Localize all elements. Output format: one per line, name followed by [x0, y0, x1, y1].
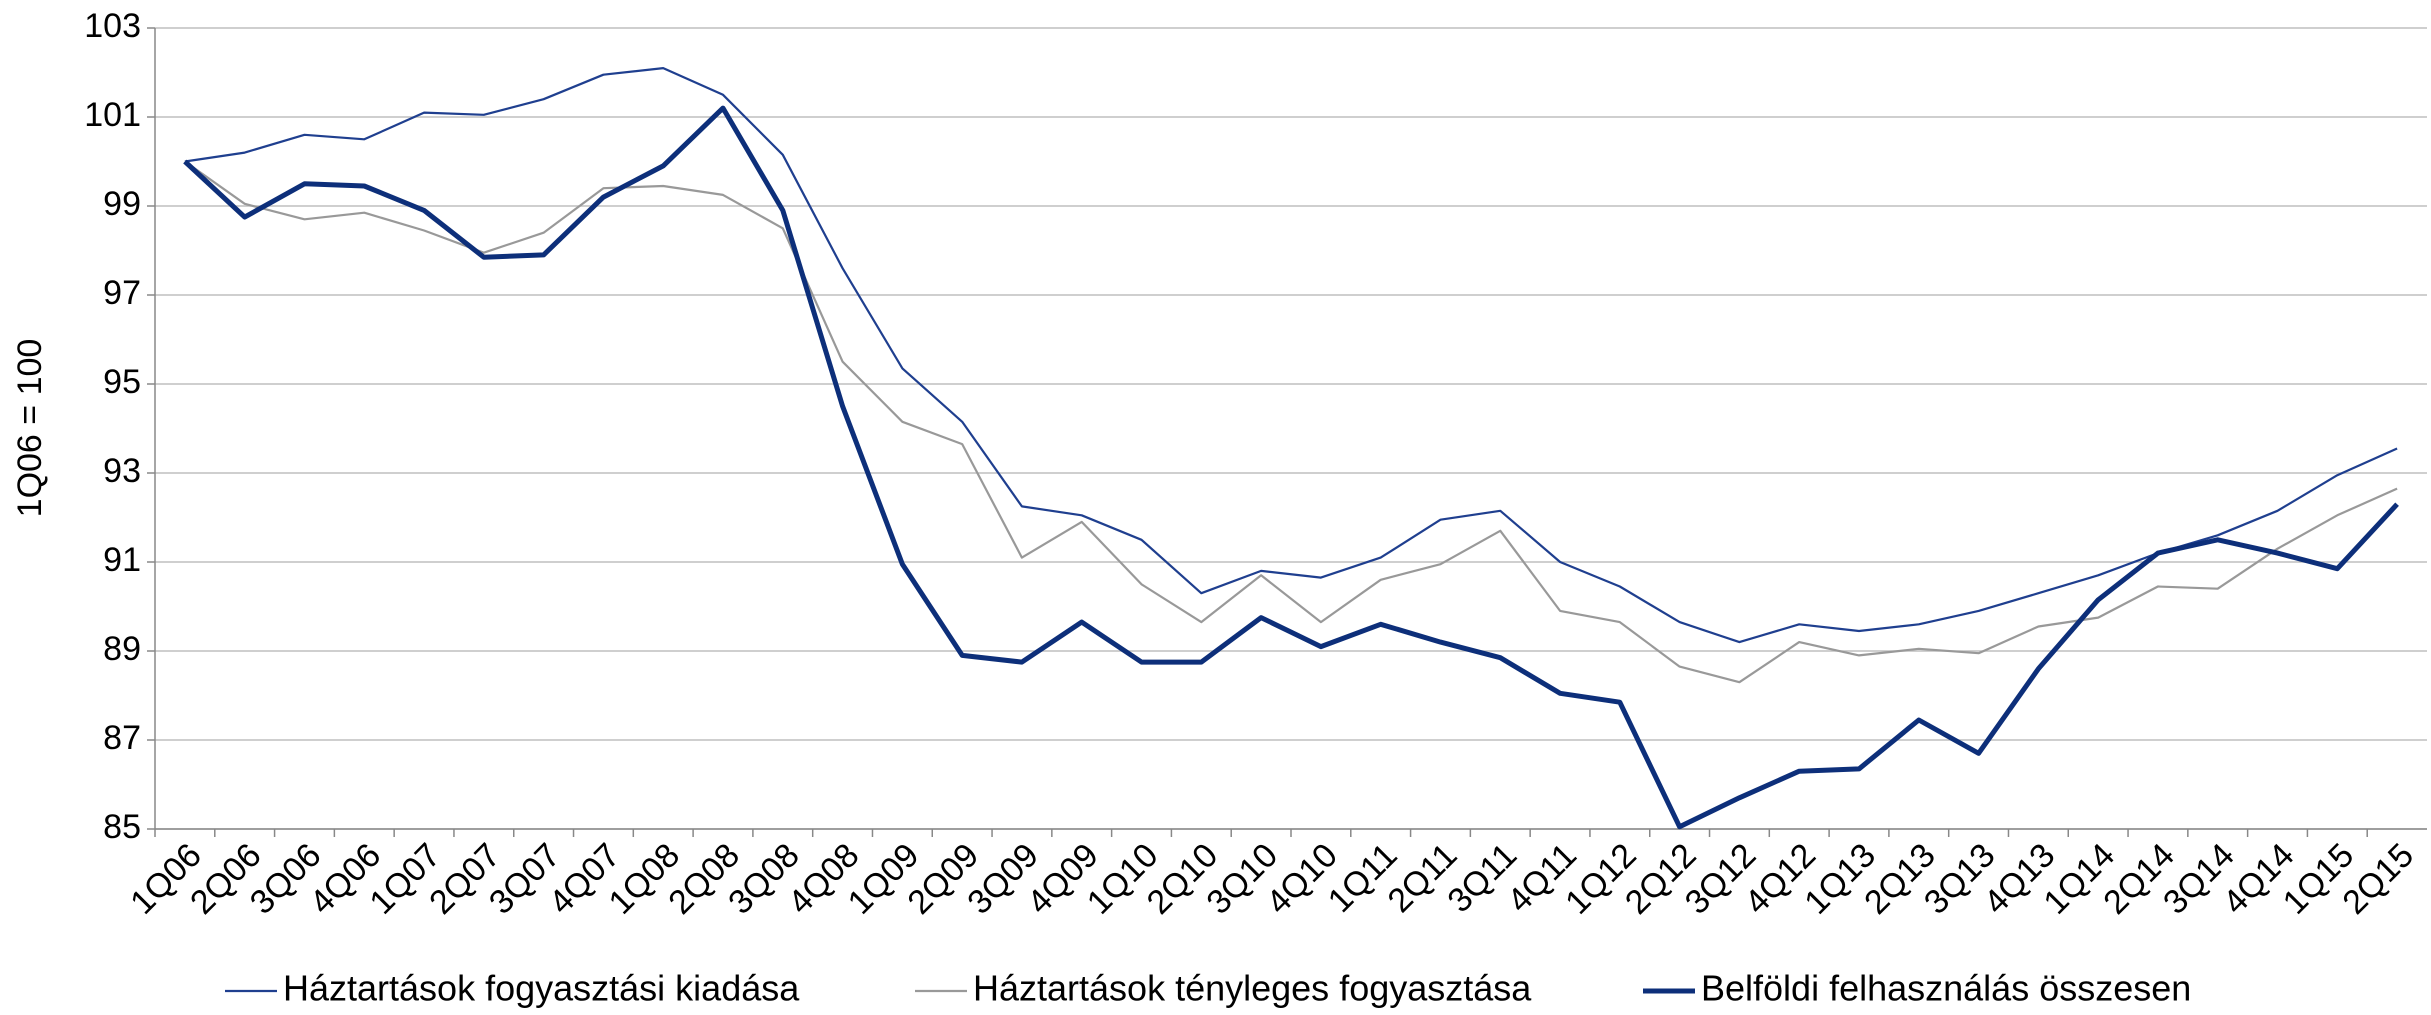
x-tick-label: 4Q10 [1259, 836, 1345, 922]
x-tick-label: 1Q11 [1321, 836, 1405, 920]
y-tick-label: 89 [103, 630, 141, 668]
legend-label: Belföldi felhasználás összesen [1701, 968, 2191, 1009]
x-tick-label: 2Q11 [1381, 836, 1465, 920]
x-tick-label: 2Q15 [2335, 836, 2421, 922]
legend-label: Háztartások tényleges fogyasztása [973, 968, 1532, 1009]
y-tick-label: 101 [84, 96, 141, 134]
series-line [183, 105, 2399, 830]
legend-label: Háztartások fogyasztási kiadása [283, 968, 800, 1009]
y-tick-label: 95 [103, 363, 141, 401]
series-line [184, 160, 2398, 684]
y-tick-label: 85 [103, 808, 141, 846]
y-tick-label: 93 [103, 452, 141, 490]
y-tick-label: 87 [103, 719, 141, 757]
y-tick-label: 99 [103, 185, 141, 223]
y-tick-label: 103 [84, 7, 141, 45]
y-tick-label: 97 [103, 274, 141, 312]
series-line [184, 67, 2398, 644]
y-tick-label: 91 [103, 541, 141, 579]
y-axis-label: 1Q06 = 100 [11, 339, 49, 518]
x-tick-label: 3Q11 [1440, 836, 1524, 920]
